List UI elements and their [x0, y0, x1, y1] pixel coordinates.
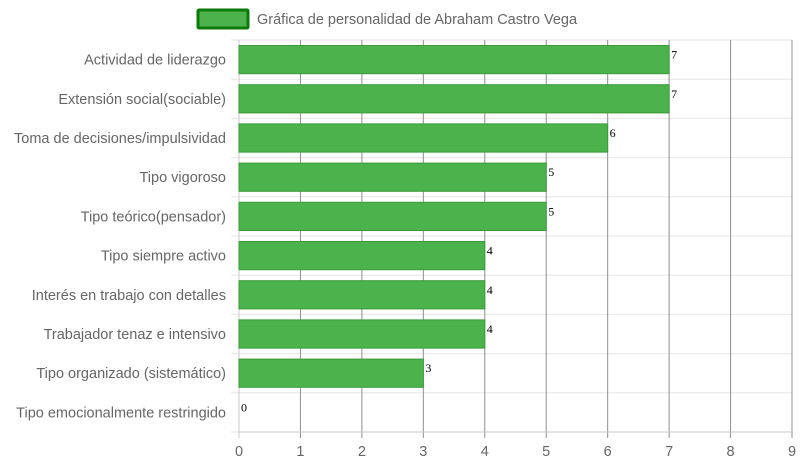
category-label: Interés en trabajo con detalles	[32, 288, 226, 304]
bar[interactable]	[238, 84, 670, 114]
bar[interactable]	[238, 162, 547, 192]
data-label: 7	[671, 48, 677, 62]
category-label: Tipo vigoroso	[139, 170, 226, 186]
data-label: 7	[671, 87, 677, 101]
bar[interactable]	[238, 319, 486, 349]
bar[interactable]	[238, 358, 424, 388]
x-tick-label: 1	[296, 444, 304, 460]
bar[interactable]	[238, 123, 609, 153]
data-label: 4	[487, 244, 493, 258]
category-label: Tipo organizado (sistemático)	[36, 366, 226, 382]
x-tick-label: 4	[481, 444, 489, 460]
x-tick-label: 0	[235, 444, 243, 460]
x-axis-ticks: 0 1 2 3 4 5 6 7 8 9	[235, 444, 796, 460]
bars	[238, 44, 670, 388]
category-label: Actividad de liderazgo	[84, 53, 226, 69]
x-tick-label: 2	[358, 444, 366, 460]
category-label: Extensión social(sociable)	[58, 92, 226, 108]
category-label: Tipo emocionalmente restringido	[16, 405, 226, 421]
x-tick-label: 5	[542, 444, 550, 460]
data-label: 5	[548, 165, 554, 179]
x-tick-label: 7	[665, 444, 673, 460]
bar[interactable]	[238, 201, 547, 232]
x-tick-label: 8	[727, 444, 735, 460]
bar[interactable]	[238, 280, 486, 310]
data-label: 4	[487, 283, 493, 297]
data-label: 4	[487, 322, 493, 336]
x-tick-label: 3	[419, 444, 427, 460]
category-label: Tipo teórico(pensador)	[81, 209, 226, 225]
value-labels: 7 7 6 5 5 4 4 4 3 0	[241, 48, 677, 415]
data-label: 0	[241, 400, 247, 414]
category-label: Tipo siempre activo	[101, 249, 226, 265]
category-labels: Actividad de liderazgo Extensión social(s…	[14, 53, 226, 422]
x-tick-label: 9	[788, 444, 796, 460]
legend-label: Gráfica de personalidad de Abraham Castr…	[257, 12, 578, 28]
category-label: Toma de decisiones/impulsividad	[14, 131, 226, 147]
legend-swatch	[196, 8, 250, 30]
category-label: Trabajador tenaz e intensivo	[44, 327, 226, 343]
data-label: 3	[425, 361, 431, 375]
data-label: 5	[548, 204, 554, 218]
data-label: 6	[610, 126, 616, 140]
x-tick-label: 6	[604, 444, 612, 460]
bar[interactable]	[238, 240, 486, 271]
legend[interactable]: Gráfica de personalidad de Abraham Castr…	[196, 8, 578, 30]
bar[interactable]	[238, 44, 670, 75]
